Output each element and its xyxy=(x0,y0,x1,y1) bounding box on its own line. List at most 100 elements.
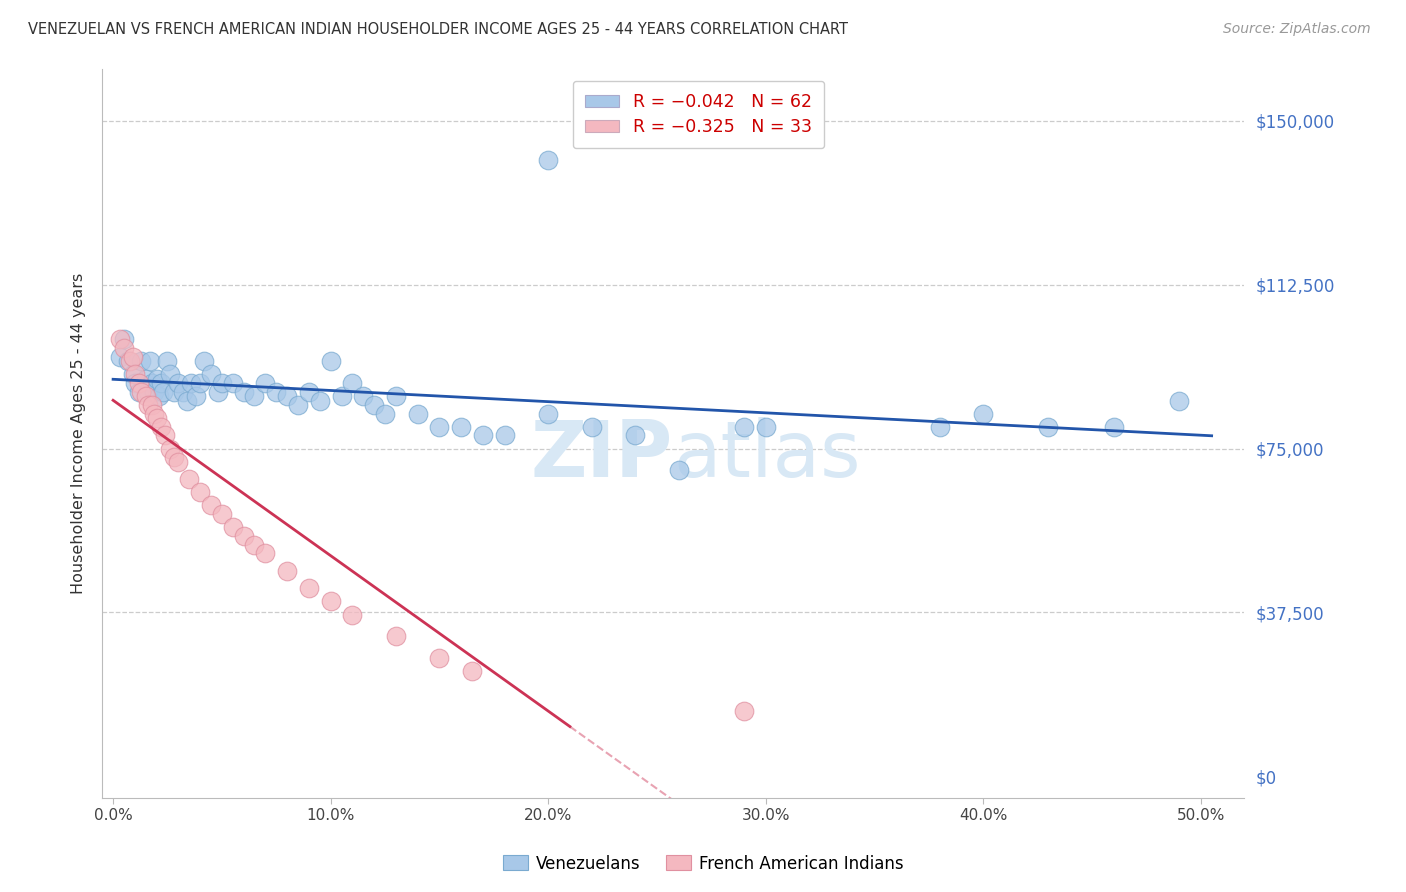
Text: VENEZUELAN VS FRENCH AMERICAN INDIAN HOUSEHOLDER INCOME AGES 25 - 44 YEARS CORRE: VENEZUELAN VS FRENCH AMERICAN INDIAN HOU… xyxy=(28,22,848,37)
Point xyxy=(755,419,778,434)
Point xyxy=(172,384,194,399)
Point xyxy=(330,389,353,403)
Point xyxy=(276,564,298,578)
Point xyxy=(149,419,172,434)
Point xyxy=(176,393,198,408)
Point xyxy=(184,389,207,403)
Point xyxy=(143,384,166,399)
Legend: Venezuelans, French American Indians: Venezuelans, French American Indians xyxy=(496,848,910,880)
Point xyxy=(180,376,202,390)
Text: atlas: atlas xyxy=(673,417,860,493)
Point xyxy=(159,442,181,456)
Point xyxy=(733,419,755,434)
Point xyxy=(374,407,396,421)
Point xyxy=(429,419,451,434)
Point xyxy=(243,389,266,403)
Point xyxy=(112,341,135,355)
Point xyxy=(342,607,364,622)
Point xyxy=(136,384,159,399)
Point xyxy=(135,389,157,403)
Point xyxy=(145,411,167,425)
Point xyxy=(179,472,201,486)
Point xyxy=(136,398,159,412)
Point xyxy=(121,368,143,382)
Point xyxy=(108,332,131,346)
Point xyxy=(276,389,298,403)
Point xyxy=(159,368,181,382)
Point xyxy=(163,384,186,399)
Point xyxy=(145,372,167,386)
Legend: R = −0.042   N = 62, R = −0.325   N = 33: R = −0.042 N = 62, R = −0.325 N = 33 xyxy=(572,81,824,148)
Point xyxy=(537,153,560,168)
Point xyxy=(167,376,190,390)
Y-axis label: Householder Income Ages 25 - 44 years: Householder Income Ages 25 - 44 years xyxy=(72,273,86,594)
Point xyxy=(243,538,266,552)
Point xyxy=(124,376,146,390)
Point xyxy=(385,389,408,403)
Point xyxy=(254,546,277,560)
Point xyxy=(120,354,142,368)
Point xyxy=(222,520,245,534)
Point xyxy=(188,376,211,390)
Point xyxy=(163,450,186,465)
Point xyxy=(1168,393,1191,408)
Point xyxy=(139,354,162,368)
Point xyxy=(211,507,233,521)
Point xyxy=(1102,419,1125,434)
Point xyxy=(200,499,222,513)
Point xyxy=(141,398,163,412)
Point xyxy=(155,428,177,442)
Point xyxy=(117,354,139,368)
Point xyxy=(287,398,309,412)
Point xyxy=(128,376,150,390)
Point xyxy=(112,332,135,346)
Point xyxy=(429,651,451,665)
Point xyxy=(156,354,179,368)
Point xyxy=(167,455,190,469)
Point xyxy=(450,419,472,434)
Point xyxy=(124,368,146,382)
Point xyxy=(298,384,321,399)
Point xyxy=(108,350,131,364)
Point xyxy=(461,665,484,679)
Point xyxy=(222,376,245,390)
Point xyxy=(733,704,755,718)
Point xyxy=(406,407,429,421)
Point xyxy=(131,354,153,368)
Point xyxy=(207,384,229,399)
Point xyxy=(385,629,408,643)
Point xyxy=(537,407,560,421)
Point xyxy=(319,594,342,608)
Text: ZIP: ZIP xyxy=(531,417,673,493)
Point xyxy=(1038,419,1060,434)
Point xyxy=(149,376,172,390)
Point xyxy=(152,384,174,399)
Point xyxy=(264,384,287,399)
Point xyxy=(254,376,277,390)
Point xyxy=(143,407,166,421)
Point xyxy=(352,389,374,403)
Point xyxy=(211,376,233,390)
Point xyxy=(141,376,163,390)
Point xyxy=(131,384,153,399)
Point xyxy=(581,419,603,434)
Point xyxy=(232,384,254,399)
Point xyxy=(193,354,215,368)
Point xyxy=(972,407,994,421)
Point xyxy=(200,368,222,382)
Point xyxy=(363,398,385,412)
Point xyxy=(298,582,321,596)
Point xyxy=(624,428,647,442)
Point xyxy=(308,393,330,408)
Point xyxy=(135,372,157,386)
Point xyxy=(668,463,690,477)
Point xyxy=(128,384,150,399)
Point xyxy=(148,389,170,403)
Point xyxy=(928,419,950,434)
Point xyxy=(319,354,342,368)
Point xyxy=(121,350,143,364)
Point xyxy=(342,376,364,390)
Point xyxy=(188,485,211,500)
Point xyxy=(232,529,254,543)
Point xyxy=(494,428,516,442)
